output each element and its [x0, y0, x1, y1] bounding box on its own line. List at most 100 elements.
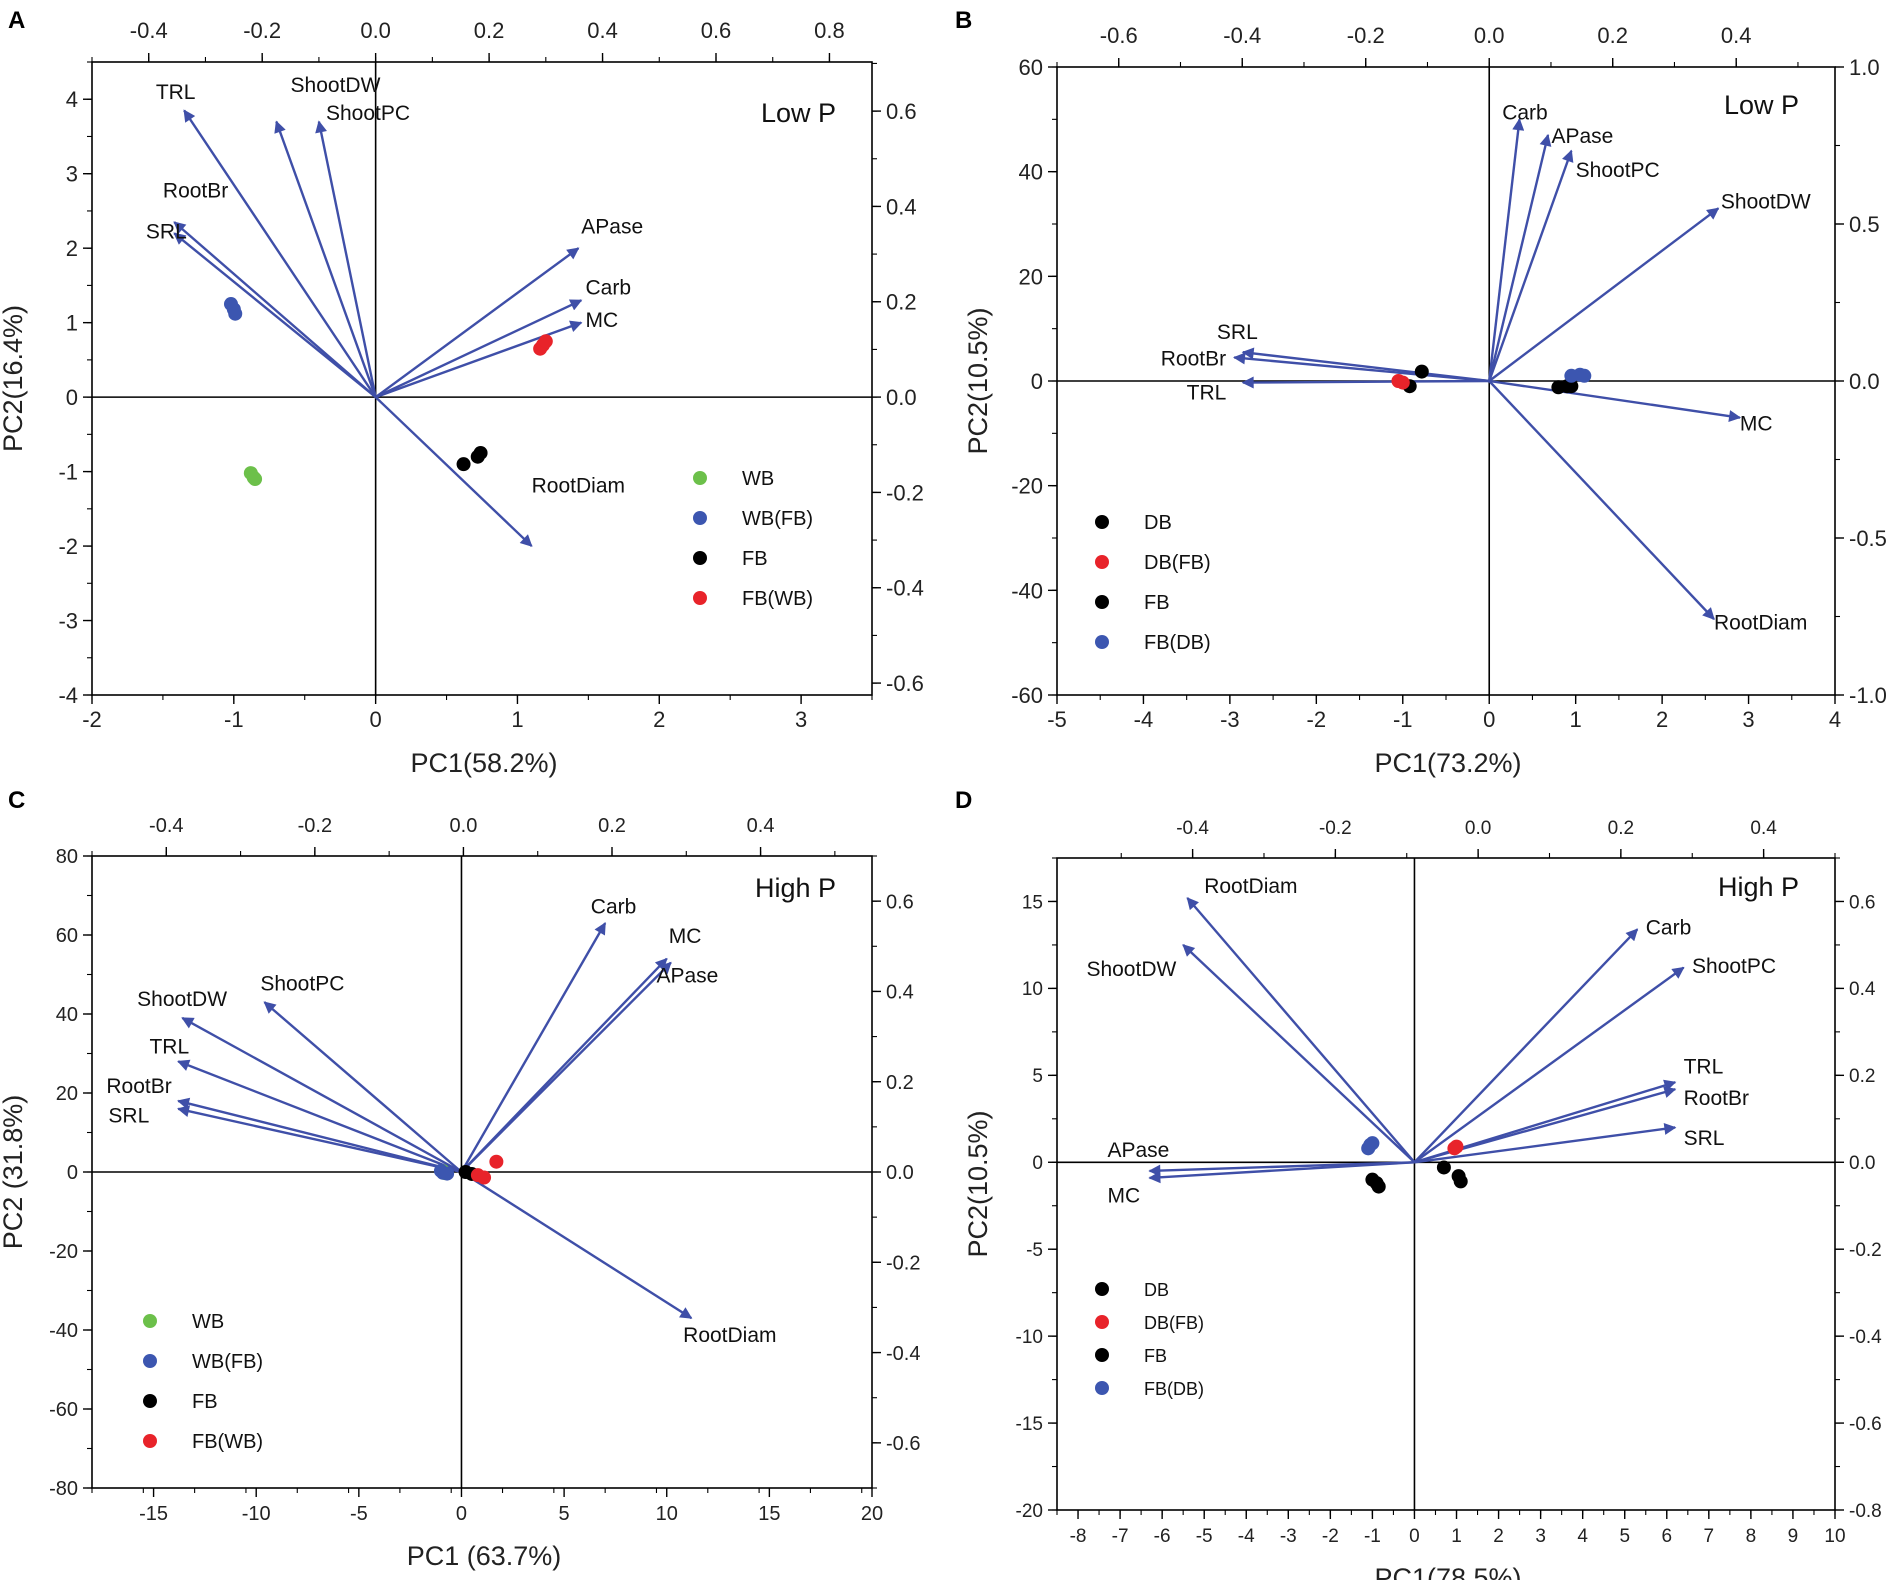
x-tick-label: -8 — [1070, 1526, 1087, 1547]
loading-label-carb: Carb — [1646, 917, 1692, 940]
x-tick-label: -5 — [1047, 707, 1067, 732]
right-y-tick-label: 0.0 — [886, 385, 917, 410]
x-tick-label: -7 — [1112, 1526, 1129, 1547]
loading-label-shootdw: ShootDW — [137, 988, 227, 1011]
legend-marker — [1095, 555, 1109, 569]
x-tick-label: -5 — [350, 1503, 368, 1525]
x-tick-label: -15 — [139, 1503, 168, 1525]
legend-label: WB — [192, 1311, 224, 1333]
right-y-tick-label: -0.5 — [1849, 526, 1887, 551]
top-x-tick-label: 0.8 — [814, 18, 845, 43]
score-point-wb-fb- — [228, 306, 243, 321]
loading-label-trl: TRL — [1187, 381, 1227, 404]
x-tick-label: 0 — [456, 1503, 467, 1525]
score-point-fb-db- — [1577, 368, 1592, 383]
right-y-tick-label: -0.6 — [886, 671, 924, 696]
y-tick-label: -2 — [58, 534, 78, 559]
right-y-tick-label: 0.4 — [886, 194, 917, 219]
y-tick-label: -40 — [1011, 578, 1043, 603]
x-tick-label: 5 — [1619, 1526, 1630, 1547]
loading-label-shootdw: ShootDW — [1086, 958, 1176, 981]
loading-arrow-rootbr — [173, 221, 377, 399]
y-tick-label: 20 — [56, 1083, 78, 1105]
loading-arrow-shootpc — [263, 1001, 463, 1173]
legend-marker — [143, 1354, 157, 1368]
score-point-db-fb- — [1449, 1139, 1464, 1154]
loading-label-shootdw: ShootDW — [291, 74, 381, 97]
panel-b: B -5 -4 -3 -2 -1 0 1 2 3 4 -60 -40 -20 0 20 40 60 -0.6 -0.4… — [955, 7, 1887, 778]
loading-label-mc: MC — [1740, 413, 1773, 436]
y-tick-label: -60 — [49, 1399, 78, 1421]
x-tick-label: 3 — [795, 707, 807, 732]
legend-label: DB(FB) — [1144, 1313, 1204, 1333]
top-x-tick-label: -0.4 — [130, 18, 168, 43]
loading-arrow-trl — [177, 1059, 462, 1174]
loading-arrow-apase — [460, 961, 672, 1173]
loading-arrow-shootdw — [1182, 944, 1416, 1164]
y-axis-title: PC2(16.4%) — [0, 305, 28, 452]
top-x-tick-label: -0.4 — [1223, 23, 1261, 48]
legend-label: FB(DB) — [1144, 632, 1211, 654]
legend-marker — [693, 551, 707, 565]
x-tick-label: 2 — [1656, 707, 1668, 732]
x-tick-label: 0 — [1483, 707, 1495, 732]
legend-marker — [1095, 1381, 1109, 1395]
top-x-tick-label: 0.4 — [587, 18, 618, 43]
y-tick-label: -1 — [58, 460, 78, 485]
x-tick-label: 9 — [1788, 1526, 1799, 1547]
x-tick-label: -2 — [1307, 707, 1327, 732]
loading-label-rootdiam: RootDiam — [1204, 875, 1297, 898]
y-tick-label: -20 — [1011, 474, 1043, 499]
right-y-tick-label: -0.8 — [1849, 1501, 1882, 1522]
right-y-tick-label: 0.0 — [1849, 1153, 1875, 1174]
loading-arrow-shootpc — [315, 120, 377, 398]
legend-label: WB(FB) — [742, 508, 813, 530]
panel-letter: B — [955, 7, 972, 34]
right-y-tick-label: -1.0 — [1849, 683, 1887, 708]
y-tick-label: 3 — [66, 162, 78, 187]
x-tick-label: -6 — [1154, 1526, 1171, 1547]
plot-frame — [1056, 857, 1836, 1511]
loading-arrow-apase — [1488, 133, 1552, 382]
score-point-wb-fb- — [440, 1166, 455, 1181]
loading-label-apase: APase — [581, 215, 643, 238]
loading-label-shootpc: ShootPC — [326, 102, 410, 125]
x-tick-label: 7 — [1704, 1526, 1715, 1547]
loading-arrow-mc — [1148, 1161, 1415, 1184]
y-tick-label: 15 — [1022, 892, 1043, 913]
loading-arrow-rootdiam — [374, 396, 533, 547]
right-y-tick-label: 0.0 — [886, 1162, 914, 1184]
panel-a: A -2 -1 0 1 2 3 -4 -3 -2 -1 0 1 2 3 4 -0.4 -0.2 0.0 0.2 0.4 0… — [0, 7, 924, 778]
loading-arrow-rootbr — [177, 1097, 462, 1174]
y-tick-label: -4 — [58, 683, 78, 708]
panel-letter: C — [8, 787, 25, 814]
x-tick-label: 8 — [1746, 1526, 1757, 1547]
legend-marker — [1095, 1348, 1109, 1362]
loading-arrow-srl — [173, 232, 377, 399]
loading-arrow-carb — [460, 922, 607, 1173]
top-x-tick-label: 0.0 — [1465, 818, 1491, 839]
top-x-tick-label: -0.2 — [1319, 818, 1352, 839]
condition-label: High P — [755, 873, 836, 903]
y-tick-label: -60 — [1011, 683, 1043, 708]
y-tick-label: 60 — [1019, 55, 1043, 80]
right-y-tick-label: -0.6 — [1849, 1414, 1882, 1435]
right-y-tick-label: 0.5 — [1849, 212, 1880, 237]
panel-letter: A — [8, 7, 25, 34]
x-tick-label: 5 — [559, 1503, 570, 1525]
y-tick-label: 1 — [66, 311, 78, 336]
loading-arrow-shootdw — [1488, 207, 1720, 382]
right-y-tick-label: 0.6 — [1849, 892, 1875, 913]
loading-label-shootpc: ShootPC — [1576, 159, 1660, 182]
legend-marker — [143, 1394, 157, 1408]
loading-label-rootdiam: RootDiam — [1714, 612, 1807, 635]
loading-arrow-apase — [374, 247, 580, 399]
right-y-tick-label: -0.2 — [886, 1252, 920, 1274]
x-tick-label: 6 — [1661, 1526, 1672, 1547]
score-point-db — [1436, 1160, 1451, 1175]
x-tick-label: 3 — [1742, 707, 1754, 732]
loading-label-mc: MC — [586, 309, 619, 332]
right-y-tick-label: 0.2 — [886, 290, 917, 315]
legend-label: DB(FB) — [1144, 552, 1211, 574]
right-y-tick-label: 0.4 — [1849, 979, 1876, 1000]
